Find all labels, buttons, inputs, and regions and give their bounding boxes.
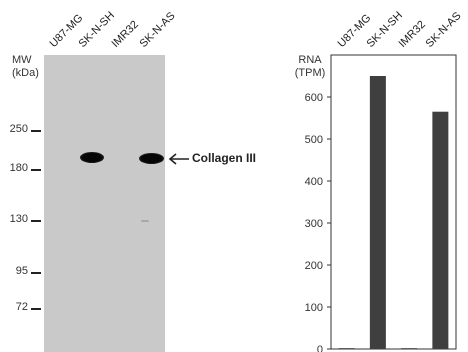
marker-label-250: 250 [9,123,28,135]
mw-title-line2: (kDa) [12,67,39,79]
bar-u87-mg [338,348,355,350]
marker-tick-180 [31,169,41,171]
marker-label-72: 72 [15,301,28,313]
western-blot-membrane [44,55,165,352]
bar-imr32 [401,348,418,350]
y-tick-label-100: 100 [305,302,323,314]
chart-ylabel-line1: RNA [298,54,322,66]
band-sk-n-as [139,153,164,164]
marker-tick-72 [31,308,41,310]
marker-label-130: 130 [9,213,28,225]
y-tick-label-300: 300 [305,218,323,230]
marker-tick-95 [31,272,41,274]
y-tick-label-600: 600 [305,92,323,104]
y-tick-label-200: 200 [305,260,323,272]
y-tick-label-400: 400 [305,176,323,188]
chart-frame [330,54,457,350]
band-sk-n-sh [80,152,104,163]
bar-sk-n-sh [369,76,386,349]
marker-label-95: 95 [15,265,28,277]
marker-label-180: 180 [9,162,28,174]
faint-band [141,220,149,222]
marker-tick-130 [31,220,41,222]
arrow-left-icon [168,153,189,165]
mw-title: MW (kDa) [12,54,39,80]
chart-ylabel-line2: (TPM) [294,67,326,79]
mw-title-line1: MW [12,54,32,66]
y-tick-label-0: 0 [317,344,323,352]
bar-sk-n-as [432,111,449,349]
y-tick-label-500: 500 [305,134,323,146]
marker-tick-250 [31,130,41,132]
chart-ylabel: RNA (TPM) [290,54,330,80]
band-label: Collagen III [192,151,257,165]
